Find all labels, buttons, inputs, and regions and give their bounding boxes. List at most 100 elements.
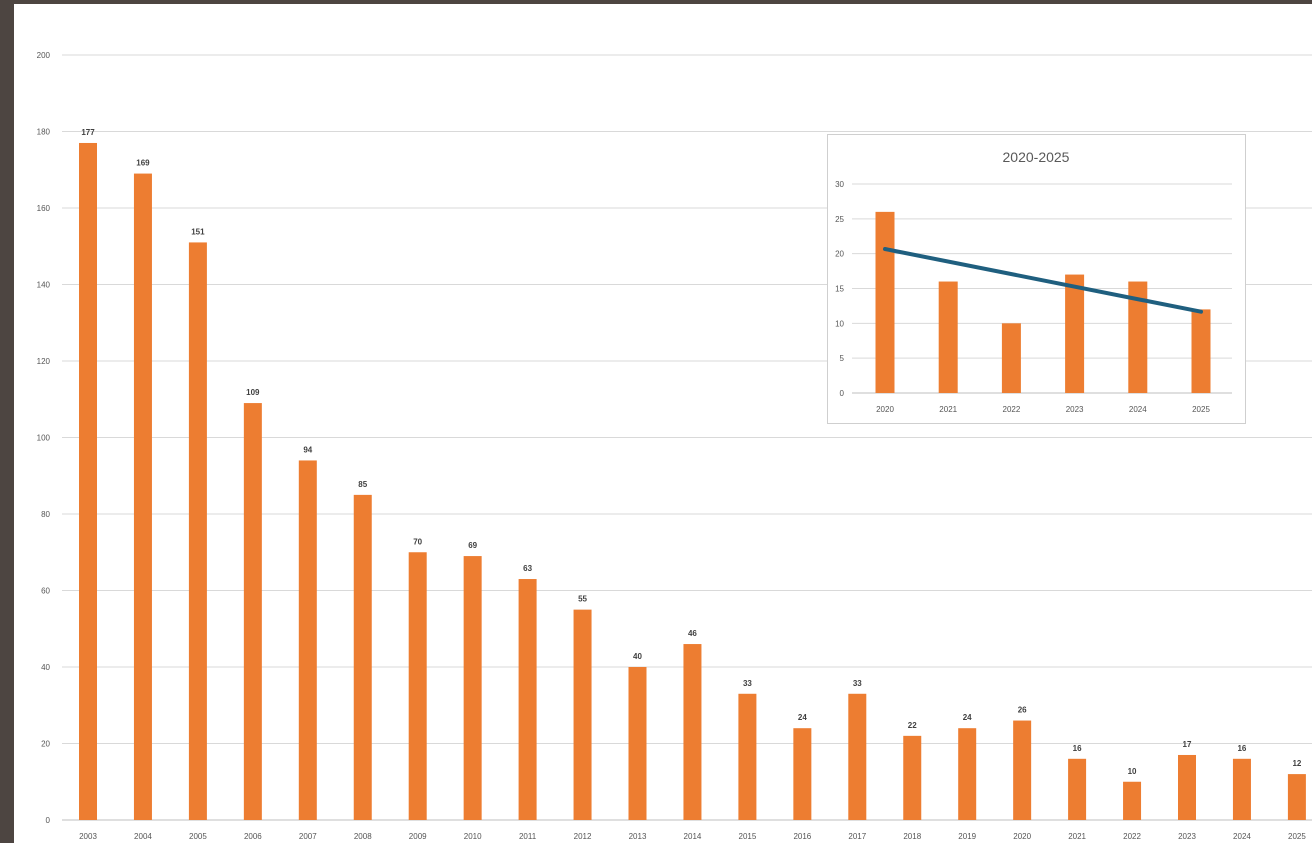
inset-chart-panel[interactable]: 2020-2025 0 5 10 15 20 25 30 2020 2021 2022 2023 202… [827,134,1246,424]
x-tick-label: 2020 [876,405,894,414]
bar [518,579,537,820]
y-tick-label: 30 [835,180,844,189]
bar [1123,781,1142,820]
y-tick-label: 25 [835,215,844,224]
x-tick-label: 2015 [739,832,757,841]
y-tick-label: 40 [41,663,50,672]
bar [1287,774,1306,820]
bar [938,281,958,393]
bar [848,693,867,820]
x-tick-label: 2024 [1233,832,1251,841]
x-tick-label: 2025 [1192,405,1210,414]
data-label: 94 [303,445,312,454]
data-label: 40 [633,652,642,661]
data-label: 151 [191,227,205,236]
bar [573,609,592,820]
x-tick-label: 2013 [629,832,647,841]
x-tick-label: 2020 [1013,832,1031,841]
y-tick-label: 180 [37,128,51,137]
x-tick-label: 2021 [1068,832,1086,841]
x-tick-label: 2024 [1129,405,1147,414]
data-label: 63 [523,564,532,573]
x-tick-label: 2012 [574,832,592,841]
bar [1128,281,1148,393]
x-tick-label: 2023 [1178,832,1196,841]
bar [1191,309,1211,393]
bar [298,460,317,820]
data-label: 85 [358,480,367,489]
data-label: 10 [1128,767,1137,776]
y-tick-label: 10 [835,319,844,328]
data-label: 16 [1237,744,1246,753]
y-tick-label: 5 [840,354,845,363]
data-label: 33 [853,679,862,688]
x-tick-label: 2011 [519,832,537,841]
y-tick-label: 0 [46,816,51,825]
bar [1068,758,1087,820]
bar [1013,720,1032,820]
bar [683,644,702,820]
bar [903,735,922,820]
y-tick-label: 200 [37,51,51,60]
bar [79,142,97,821]
data-label: 69 [468,541,477,550]
y-tick-label: 20 [41,740,50,749]
x-tick-label: 2007 [299,832,317,841]
x-tick-label: 2006 [244,832,262,841]
x-tick-label: 2025 [1288,832,1306,841]
data-label: 55 [578,595,587,604]
x-tick-label: 2022 [1003,405,1021,414]
x-tick-label: 2018 [903,832,921,841]
bar [408,552,427,820]
data-label: 17 [1183,740,1192,749]
x-tick-label: 2003 [79,832,97,841]
bar [133,173,152,820]
trendline [883,247,1203,314]
window-frame-left [0,0,14,843]
data-label: 16 [1073,744,1082,753]
bar [188,242,207,821]
y-tick-label: 80 [41,510,50,519]
x-tick-label: 2017 [848,832,866,841]
bar [875,211,895,393]
y-tick-label: 120 [37,357,51,366]
x-tick-label: 2016 [793,832,811,841]
y-tick-label: 0 [840,389,845,398]
y-tick-label: 160 [37,204,51,213]
bar [628,667,647,820]
data-label: 24 [798,713,807,722]
data-label: 24 [963,713,972,722]
bar [793,728,812,820]
data-label: 177 [81,128,95,137]
bar [1178,754,1196,820]
data-label: 46 [688,629,697,638]
x-tick-label: 2005 [189,832,207,841]
x-tick-label: 2004 [134,832,152,841]
bar [958,728,977,820]
x-tick-label: 2010 [464,832,482,841]
window-frame-top [0,0,1312,4]
data-label: 22 [908,721,917,730]
data-label: 109 [246,388,260,397]
data-label: 70 [413,537,422,546]
y-tick-label: 100 [37,434,51,443]
x-tick-label: 2021 [939,405,957,414]
y-tick-label: 15 [835,285,844,294]
x-tick-label: 2008 [354,832,372,841]
bar [1232,758,1251,820]
x-tick-label: 2023 [1066,405,1084,414]
bar [738,693,757,820]
data-label: 26 [1018,706,1027,715]
data-label: 33 [743,679,752,688]
bar [1001,323,1021,393]
x-tick-label: 2014 [684,832,702,841]
x-tick-label: 2009 [409,832,427,841]
y-tick-label: 140 [37,281,51,290]
bar [243,403,262,820]
y-tick-label: 20 [835,250,844,259]
x-tick-label: 2022 [1123,832,1141,841]
bar [1065,274,1085,393]
bar [353,494,372,820]
